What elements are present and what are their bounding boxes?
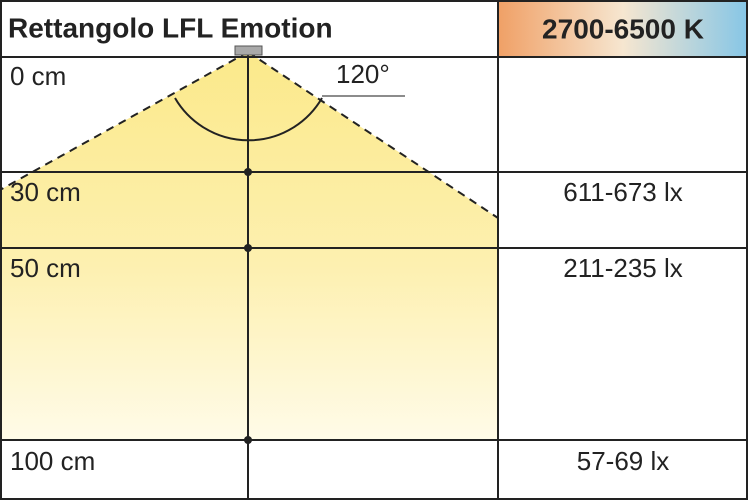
title: Rettangolo LFL Emotion: [8, 12, 333, 43]
distance: 30 cm: [10, 177, 81, 207]
color-temperature: 2700-6500 K: [542, 13, 704, 44]
beam-angle: 120°: [336, 59, 390, 89]
distance: 100 cm: [10, 446, 95, 476]
color-badge: [498, 0, 748, 57]
angle-arc: [174, 97, 323, 142]
illuminance: 211-235 lx: [563, 253, 683, 283]
illuminance: 611-673 lx: [563, 177, 683, 207]
distance: 0 cm: [10, 61, 66, 91]
fixture: [234, 45, 263, 56]
illuminance: 57-69 lx: [577, 446, 670, 476]
distance: 50 cm: [10, 253, 81, 283]
markers: [244, 168, 252, 444]
beam-edges: [0, 51, 499, 219]
